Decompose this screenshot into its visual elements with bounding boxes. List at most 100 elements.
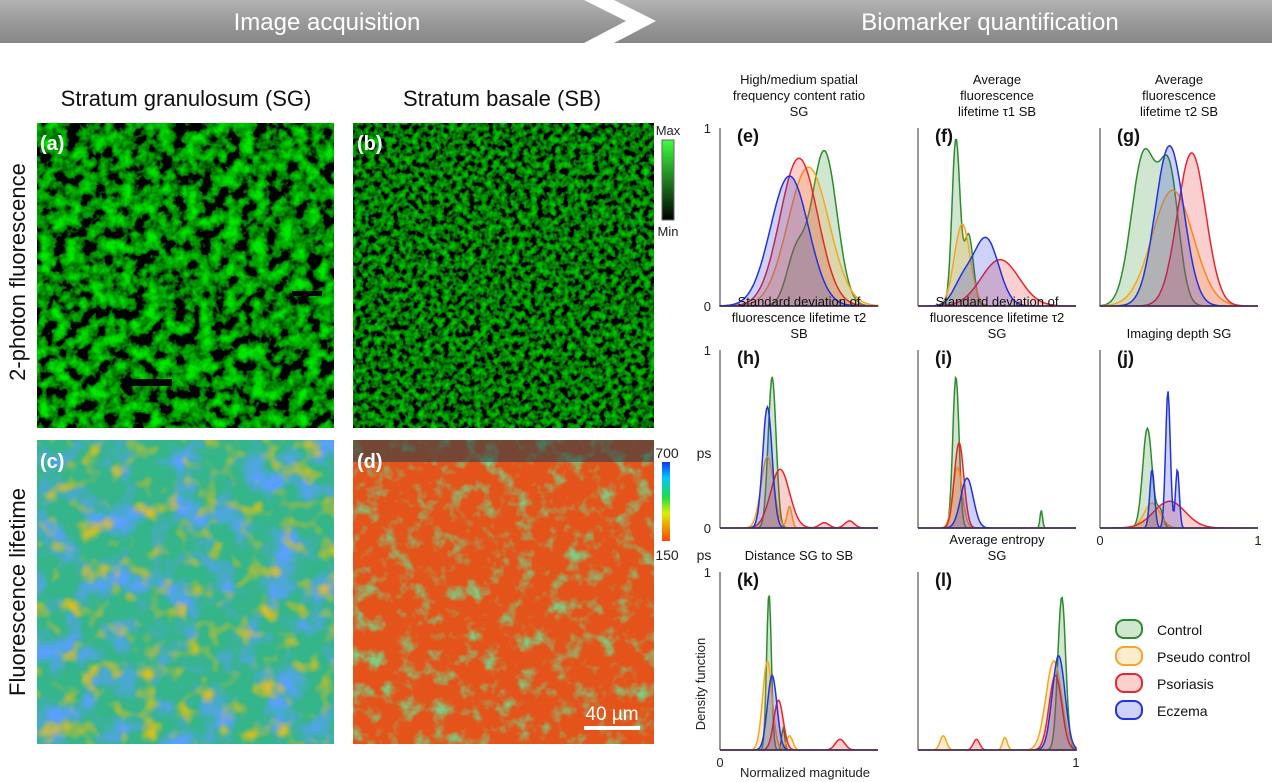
y-axis-title: Density function: [693, 638, 708, 731]
lifetime-bottom-unit: ps: [697, 547, 712, 563]
plot-f-title-line: lifetime τ1 SB: [958, 104, 1036, 119]
plot-l-title-line: Average entropy: [949, 532, 1045, 547]
green-intensity-colorbar: Max Min: [656, 123, 681, 239]
plot-h-title-line: Standard deviation of: [738, 294, 861, 309]
lifetime-bottom-label: 150: [655, 547, 679, 563]
plot-h-ytick: 1: [704, 343, 711, 358]
plot-f-title-line: fluorescence: [960, 88, 1034, 103]
legend-swatch: [1115, 673, 1143, 693]
plot-i-title-line: fluorescence lifetime τ2: [930, 310, 1064, 325]
plot-h-label: (h): [737, 348, 760, 368]
panel-d-label: (d): [357, 451, 383, 473]
plot-h-series-psoriasis: [720, 468, 878, 529]
plot-e-title-line: High/medium spatial: [740, 72, 858, 87]
panel-a-label: (a): [40, 133, 64, 155]
plot-h-series-eczema: [720, 404, 878, 529]
plot-i-title-line: Standard deviation of: [936, 294, 1059, 309]
panel-c-label: (c): [40, 451, 64, 473]
plot-g-title-line: fluorescence: [1142, 88, 1216, 103]
y-axis-title-text: Density function: [693, 638, 708, 731]
plot-i-series-eczema: [918, 477, 1076, 529]
plot-l-xtick: 1: [1072, 755, 1079, 770]
lifetime-top-label: 700: [655, 445, 679, 461]
column-title-sg: Stratum granulosum (SG): [61, 86, 312, 111]
header-arrow-left: [0, 0, 626, 43]
column-title-sb: Stratum basale (SB): [403, 86, 601, 111]
plot-e-series-pseudo-control: [720, 166, 879, 307]
plot-e-label: (e): [737, 126, 759, 146]
plot-k-series-psoriasis: [720, 699, 878, 751]
plot-e-series-psoriasis: [720, 157, 878, 307]
row-title-lifetime: Fluorescence lifetime: [5, 488, 30, 696]
panel-d: (d) 40 µm: [353, 440, 654, 744]
plot-k-label: (k): [737, 570, 759, 590]
plot-g-title-line: lifetime τ2 SB: [1140, 104, 1218, 119]
legend-label: Pseudo control: [1157, 649, 1250, 665]
header-left-label: Image acquisition: [234, 9, 421, 36]
legend-label: Eczema: [1157, 703, 1208, 719]
plot-l-title-line: SG: [988, 548, 1007, 563]
legend-item-pseudo-control: Pseudo control: [1115, 646, 1250, 666]
panel-b: (b): [353, 123, 654, 428]
colorbar-max-label: Max: [656, 123, 681, 138]
plot-h-title-line: SB: [790, 326, 807, 341]
x-axis-title: Normalized magnitude: [740, 765, 870, 780]
panel-b-label: (b): [357, 133, 383, 155]
lifetime-top-unit: ps: [697, 445, 712, 461]
legend-label: Psoriasis: [1157, 676, 1214, 692]
plot-g-title-line: Average: [1155, 72, 1203, 87]
plot-g-label: (g): [1117, 126, 1140, 146]
plot-e-ytick: 0: [704, 299, 711, 314]
legend-item-eczema: Eczema: [1115, 700, 1208, 720]
legend-swatch: [1115, 646, 1143, 666]
plot-j-series-eczema: [1100, 391, 1258, 529]
scale-bar: [584, 726, 640, 730]
plot-h-title-line: fluorescence lifetime τ2: [732, 310, 866, 325]
plot-k-series-control: [720, 595, 878, 751]
panel-a: (a): [37, 123, 334, 428]
legend-item-psoriasis: Psoriasis: [1115, 673, 1214, 693]
plot-j-title-line: Imaging depth SG: [1127, 326, 1232, 341]
plot-j-label: (j): [1117, 348, 1134, 368]
panel-c: (c): [37, 440, 334, 744]
plot-e-title-line: frequency content ratio: [733, 88, 865, 103]
plot-j-xtick: 1: [1254, 533, 1261, 548]
plot-k-series-pseudo-control: [720, 659, 878, 751]
plot-e-ytick: 1: [704, 121, 711, 136]
legend-swatch: [1115, 619, 1143, 639]
legend: Control Pseudo control Psoriasis Eczema: [1115, 619, 1250, 720]
plot-i-series-psoriasis: [918, 441, 1076, 529]
plot-e-title-line: SG: [790, 104, 809, 119]
density-plot-j: Imaging depth SG 0 1 (j): [1096, 326, 1261, 548]
legend-label: Control: [1157, 622, 1202, 638]
plot-h-series-pseudo-control: [720, 455, 878, 529]
plot-k-ytick: 1: [704, 565, 711, 580]
plot-l-label: (l): [935, 570, 952, 590]
plot-k-title-line: Distance SG to SB: [745, 548, 853, 563]
plot-i-title-line: SG: [988, 326, 1007, 341]
row-title-fluorescence: 2-photon fluorescence: [5, 163, 30, 381]
plot-h-ytick: 0: [704, 521, 711, 536]
lifetime-colorbar: 700 ps 150 ps: [655, 445, 711, 563]
colorbar-min-label: Min: [658, 224, 679, 239]
plot-h-series-control: [720, 376, 878, 529]
plot-f-label: (f): [935, 126, 953, 146]
legend-swatch: [1115, 700, 1143, 720]
plot-g-series-pseudo-control: [1099, 189, 1258, 307]
plot-k-series-eczema: [720, 673, 878, 751]
legend-item-control: Control: [1115, 619, 1202, 639]
plot-j-xtick: 0: [1096, 533, 1103, 548]
header-banner: Image acquisition Biomarker quantificati…: [0, 0, 1272, 43]
plot-f-title-line: Average: [973, 72, 1021, 87]
plot-i-series-pseudo-control: [918, 466, 1076, 529]
header-right-label: Biomarker quantification: [861, 9, 1118, 36]
plot-k-xtick: 0: [716, 755, 723, 770]
